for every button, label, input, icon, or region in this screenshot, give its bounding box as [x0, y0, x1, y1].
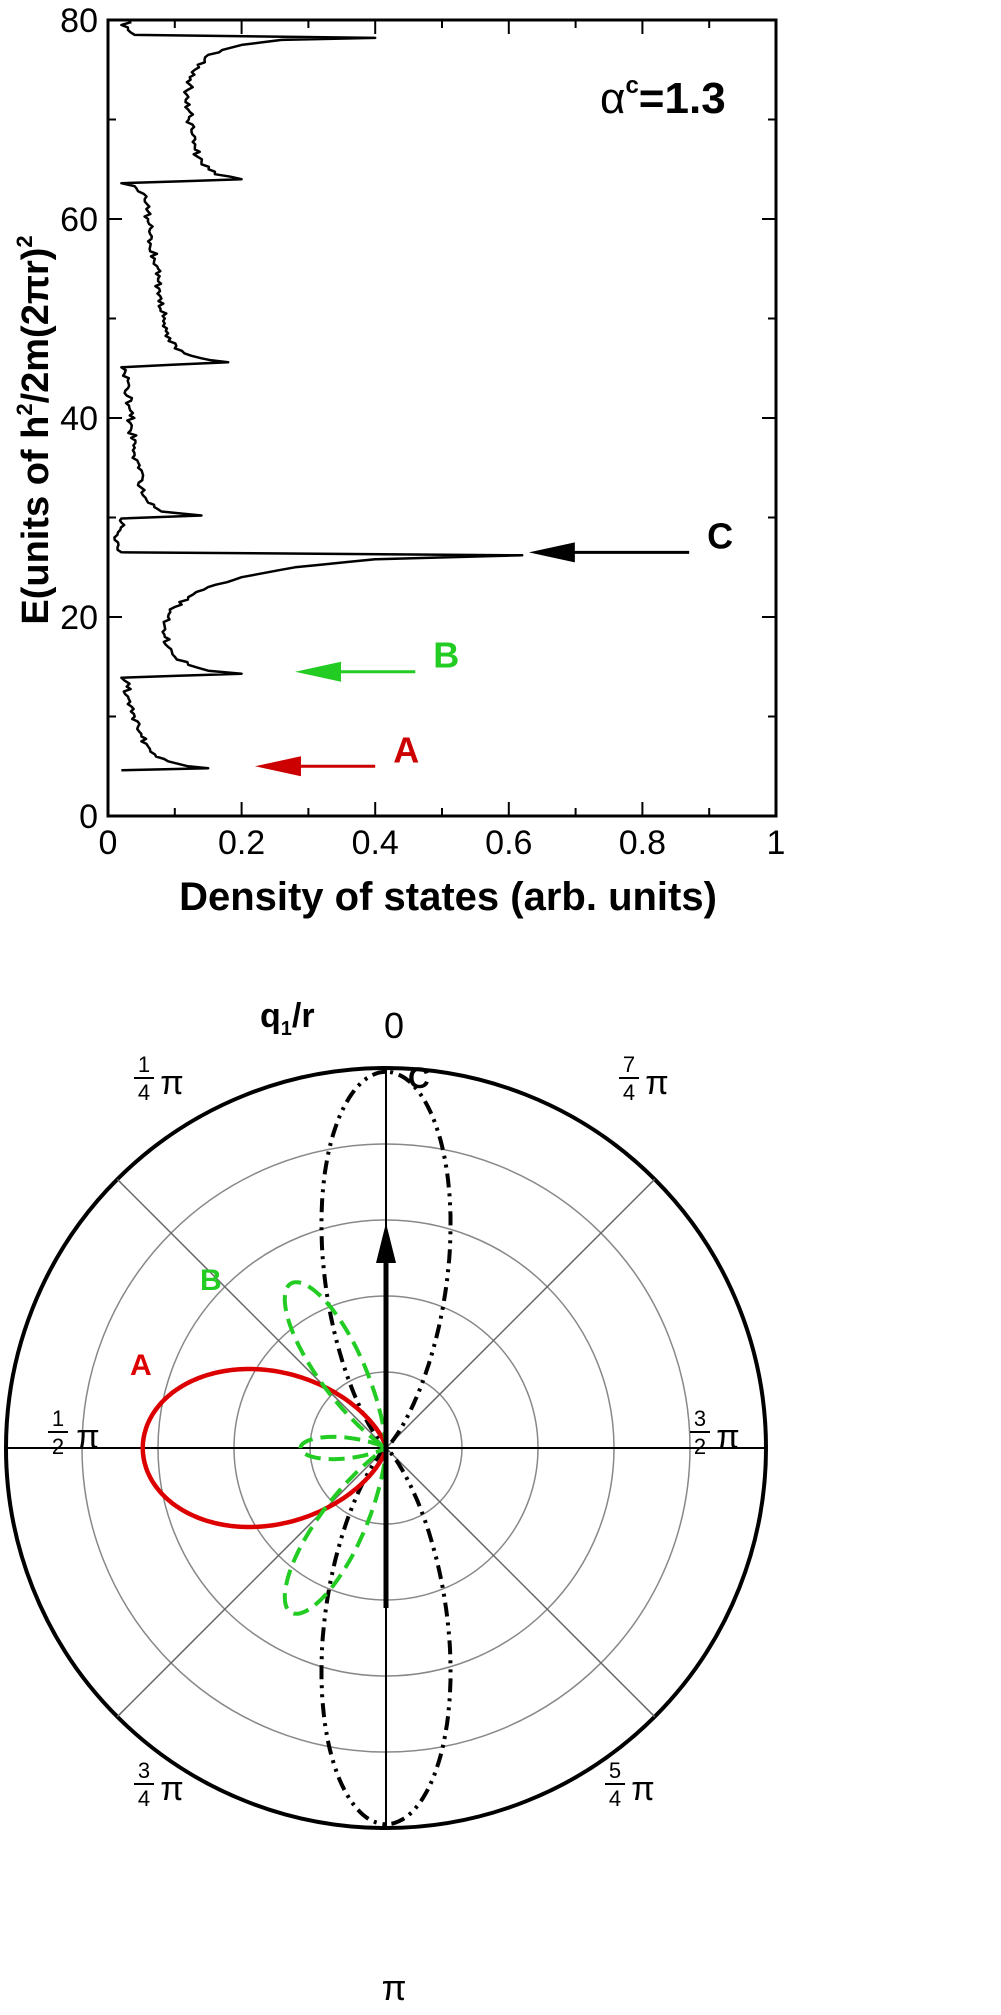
angle-label-seven-quarter-pi: 7 4 π — [619, 1052, 669, 1105]
angle-label-three-quarter-pi: 3 4 π — [134, 1758, 184, 1811]
angle-label-pi: π — [382, 1967, 407, 2008]
svg-text:2: 2 — [694, 1434, 706, 1459]
dos-y-tick-label: 80 — [60, 2, 98, 40]
dos-arrow-head — [254, 756, 301, 777]
angle-label-three-half-pi: 3 2 π — [690, 1406, 740, 1459]
svg-text:π: π — [76, 1418, 99, 1456]
dos-y-tick-label: 20 — [60, 599, 98, 637]
svg-text:π: π — [645, 1064, 668, 1102]
dos-arrow-label: C — [707, 515, 733, 556]
polar-curves — [140, 1069, 453, 1827]
polar-arrow-head — [376, 1223, 396, 1263]
dos-x-axis-label: Density of states (arb. units) — [179, 875, 717, 919]
angle-label-quarter-pi: 1 4 π — [134, 1052, 184, 1105]
svg-text:2: 2 — [52, 1434, 64, 1459]
svg-text:π: π — [160, 1064, 183, 1102]
dos-series-line — [113, 20, 524, 772]
svg-text:π: π — [716, 1418, 739, 1456]
dos-plot-frame — [106, 18, 778, 818]
dos-arrow-head — [528, 542, 575, 563]
dos-x-tick-label: 0.4 — [352, 824, 399, 862]
svg-text:7: 7 — [623, 1052, 635, 1077]
polar-chart: q1/r 0 π 1 4 π 7 4 π 1 2 π 3 2 π 3 — [4, 997, 768, 2008]
dos-arrow-head — [295, 661, 342, 682]
svg-text:3: 3 — [694, 1406, 706, 1431]
polar-curve-b — [282, 1280, 388, 1616]
svg-text:4: 4 — [138, 1786, 150, 1811]
svg-text:4: 4 — [609, 1786, 621, 1811]
dos-y-tick-label: 40 — [60, 400, 98, 438]
polar-curve-label-a: A — [130, 1349, 152, 1382]
polar-curve-a — [140, 1366, 389, 1530]
dos-tick-labels: 0 0.2 0.4 0.6 0.8 1 0 20 40 60 80 — [60, 2, 785, 862]
svg-text:4: 4 — [623, 1080, 635, 1105]
dos-x-tick-label: 0.2 — [218, 824, 265, 862]
svg-text:π: π — [631, 1770, 654, 1808]
svg-text:4: 4 — [138, 1080, 150, 1105]
angle-label-0: 0 — [384, 1005, 404, 1046]
svg-text:3: 3 — [138, 1758, 150, 1783]
alpha-annotation: αc=1.3 — [600, 72, 726, 123]
dos-x-tick-label: 1 — [767, 824, 786, 862]
angle-label-five-quarter-pi: 5 4 π — [605, 1758, 655, 1811]
polar-curve-label-c: C — [408, 1062, 430, 1095]
dos-ticks — [107, 19, 777, 817]
polar-curve-label-b: B — [200, 1264, 222, 1297]
polar-curve-c — [319, 1069, 453, 1827]
dos-y-axis-label: E(units of h2/2m(2πr)2 — [12, 235, 57, 624]
svg-text:1: 1 — [52, 1406, 64, 1431]
dos-x-tick-label: 0.6 — [485, 824, 532, 862]
svg-text:π: π — [160, 1770, 183, 1808]
dos-chart: 0 0.2 0.4 0.6 0.8 1 0 20 40 60 80 A B C αc=1.3 Densi… — [12, 2, 785, 919]
angle-label-half-pi: 1 2 π — [48, 1406, 100, 1459]
dos-y-tick-label: 0 — [79, 798, 98, 836]
dos-arrows: A B C — [254, 515, 733, 777]
dos-y-tick-label: 60 — [60, 201, 98, 239]
polar-title: q1/r — [260, 997, 315, 1040]
dos-x-tick-label: 0 — [99, 824, 118, 862]
dos-arrow-label: B — [433, 635, 459, 676]
svg-text:1: 1 — [138, 1052, 150, 1077]
dos-arrow-label: A — [393, 729, 419, 770]
svg-text:5: 5 — [609, 1758, 621, 1783]
dos-x-tick-label: 0.8 — [619, 824, 666, 862]
